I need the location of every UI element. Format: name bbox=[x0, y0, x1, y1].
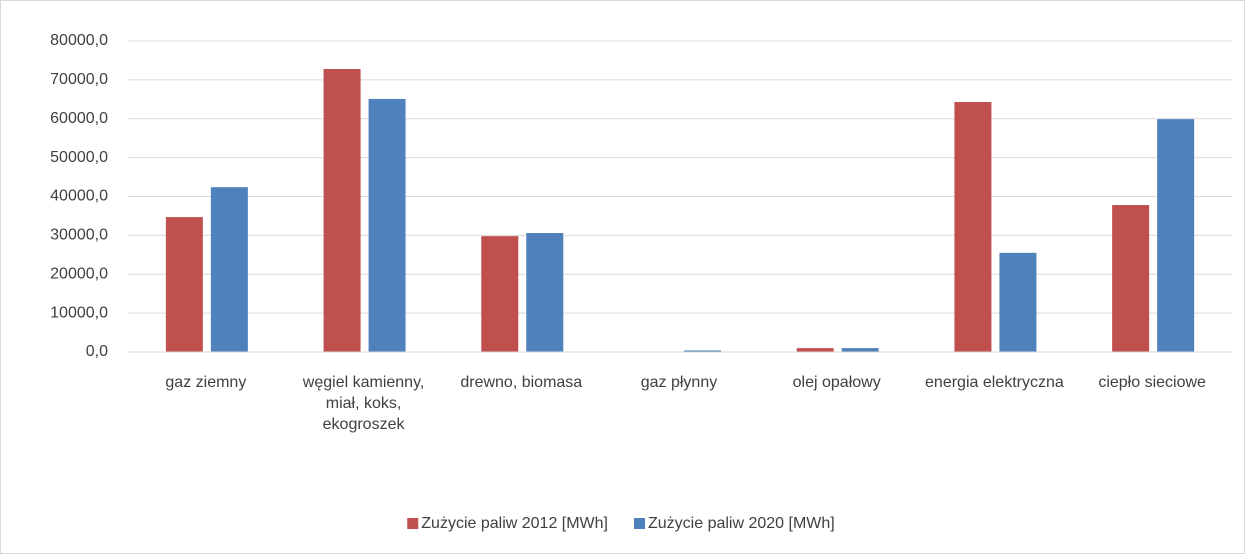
legend-label: Zużycie paliw 2012 [MWh] bbox=[421, 515, 608, 532]
y-tick-label: 50000,0 bbox=[50, 149, 108, 166]
x-tick-label: gaz ziemny bbox=[165, 374, 247, 391]
legend-swatch bbox=[634, 518, 645, 529]
y-tick-label: 60000,0 bbox=[50, 110, 108, 127]
bar bbox=[999, 252, 1037, 352]
bar bbox=[684, 350, 721, 352]
bar bbox=[1157, 119, 1195, 352]
bar bbox=[210, 187, 248, 352]
x-tick-label: ciepło sieciowe bbox=[1098, 374, 1206, 391]
bar bbox=[796, 348, 834, 352]
legend-swatch bbox=[407, 518, 419, 529]
bar bbox=[526, 233, 564, 352]
bar bbox=[165, 217, 203, 352]
y-tick-label: 0,0 bbox=[86, 343, 108, 360]
y-tick-label: 10000,0 bbox=[50, 304, 108, 321]
y-tick-label: 40000,0 bbox=[50, 188, 108, 205]
x-tick-label: gaz płynny bbox=[640, 374, 718, 391]
bar bbox=[1112, 205, 1150, 352]
bar bbox=[368, 98, 406, 352]
legend-label: Zużycie paliw 2020 [MWh] bbox=[648, 515, 835, 532]
x-tick-label: węgiel kamienny, miał, koks, ekogroszek bbox=[302, 374, 425, 433]
x-tick-label: energia elektryczna bbox=[925, 374, 1064, 391]
bar bbox=[323, 68, 361, 353]
x-tick-label: olej opałowy bbox=[792, 374, 881, 391]
y-tick-label: 30000,0 bbox=[50, 227, 108, 244]
x-tick-label: drewno, biomasa bbox=[460, 374, 583, 391]
bar bbox=[481, 236, 519, 352]
y-tick-label: 70000,0 bbox=[50, 71, 108, 88]
y-tick-label: 20000,0 bbox=[50, 265, 108, 282]
y-tick-label: 80000,0 bbox=[50, 32, 108, 49]
bar bbox=[954, 102, 992, 352]
bar bbox=[841, 348, 879, 352]
